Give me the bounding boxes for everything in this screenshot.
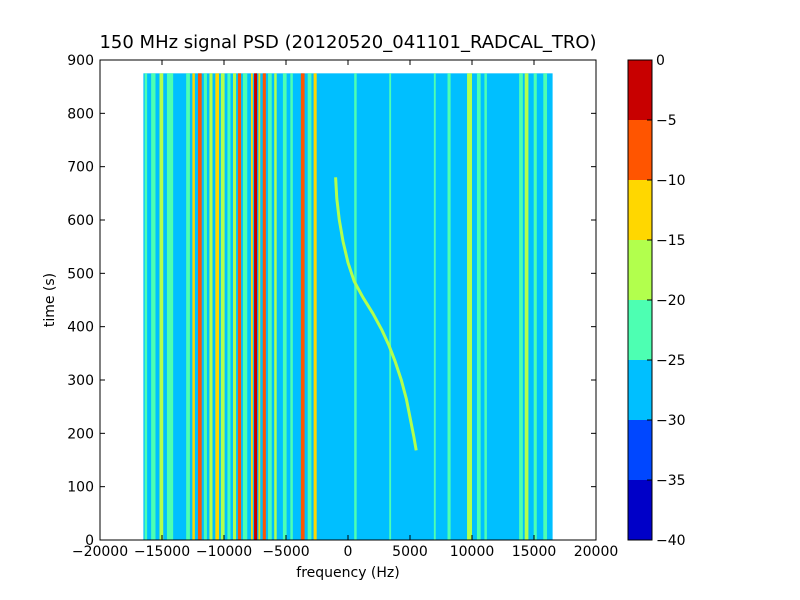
y-tick-label: 400 (67, 320, 94, 336)
heatmap (143, 73, 553, 540)
spectral-band (484, 73, 487, 540)
spectral-band (242, 73, 248, 540)
x-axis: −20000 −15000 −10000 −5000 0 5000 10000 15000 20… (72, 60, 618, 560)
colorbar-segment (628, 180, 652, 240)
spectral-band (159, 73, 164, 540)
y-tick-label: 700 (67, 160, 94, 176)
x-axis-label: frequency (Hz) (296, 565, 399, 581)
spectral-band (519, 73, 523, 540)
colorbar-segment (628, 240, 652, 300)
drifting-signal (334, 177, 418, 451)
colorbar-tick-label: −15 (656, 233, 686, 249)
spectral-band (274, 73, 277, 540)
spectral-band (197, 73, 202, 540)
colorbar-tick-label: −25 (656, 353, 686, 369)
colorbar-segment (628, 480, 652, 540)
spectral-band (268, 73, 272, 540)
spectral-band (220, 73, 225, 540)
spectral-band (166, 73, 174, 540)
spectral-band (262, 73, 266, 540)
spectral-band (237, 73, 242, 540)
spectral-band (467, 73, 472, 540)
spectral-band (533, 73, 537, 540)
spectral-band (282, 73, 287, 540)
spectral-band (144, 73, 148, 540)
colorbar-segment (628, 120, 652, 180)
colorbar-segment (628, 60, 652, 120)
x-tick-label: 15000 (512, 544, 557, 560)
y-tick-label: 800 (67, 106, 94, 122)
x-tick-label: 0 (344, 544, 353, 560)
y-axis: 0 100 200 300 400 500 600 700 800 900 (67, 53, 596, 549)
x-tick-label: 10000 (450, 544, 495, 560)
spectral-band (354, 73, 357, 540)
spectral-band (215, 73, 220, 540)
spectral-band (209, 73, 213, 540)
colorbar-segment (628, 420, 652, 480)
x-tick-label: −20000 (72, 544, 128, 560)
x-tick-label: 20000 (574, 544, 619, 560)
y-tick-label: 200 (67, 426, 94, 442)
spectral-band (307, 73, 312, 540)
y-tick-label: 500 (67, 266, 94, 282)
spectral-band (447, 73, 451, 540)
chart-title: 150 MHz signal PSD (20120520_041101_RADC… (99, 32, 596, 53)
spectral-band (433, 73, 436, 540)
colorbar-tick-label: −5 (656, 113, 677, 129)
spectral-band (227, 73, 231, 540)
x-tick-label: 5000 (392, 544, 428, 560)
x-tick-label: −5000 (262, 544, 309, 560)
x-tick-label: −15000 (134, 544, 190, 560)
spectral-band (254, 73, 258, 540)
spectral-band (151, 73, 156, 540)
spectral-band (186, 73, 190, 540)
y-tick-label: 600 (67, 213, 94, 229)
spectral-band (389, 73, 392, 540)
y-tick-label: 900 (67, 53, 94, 69)
y-axis-label: time (s) (42, 273, 58, 327)
colorbar-tick-label: −40 (656, 533, 686, 549)
spectral-band (313, 73, 317, 540)
spectral-band (290, 73, 293, 540)
spectral-band (543, 73, 548, 540)
colorbar-tick-label: −10 (656, 173, 686, 189)
spectral-band (300, 73, 305, 540)
y-tick-label: 300 (67, 373, 94, 389)
y-tick-label: 0 (85, 533, 94, 549)
colorbar-segment (628, 300, 652, 360)
colorbar-tick-label: 0 (656, 53, 665, 69)
colorbar-tick-label: −35 (656, 473, 686, 489)
spectral-band (524, 73, 529, 540)
spectral-band (192, 73, 195, 540)
colorbar-segment (628, 360, 652, 420)
colorbar-tick-label: −20 (656, 293, 686, 309)
colorbar: 0 −5 −10 −15 −20 −25 −30 −35 −40 (627, 53, 686, 549)
spectral-band (258, 73, 261, 540)
colorbar-tick-label: −30 (656, 413, 686, 429)
spectral-band (232, 73, 237, 540)
x-tick-label: −10000 (196, 544, 252, 560)
spectral-band (203, 73, 207, 540)
spectral-band (476, 73, 481, 540)
spectral-band (250, 73, 253, 540)
y-tick-label: 100 (67, 480, 94, 496)
